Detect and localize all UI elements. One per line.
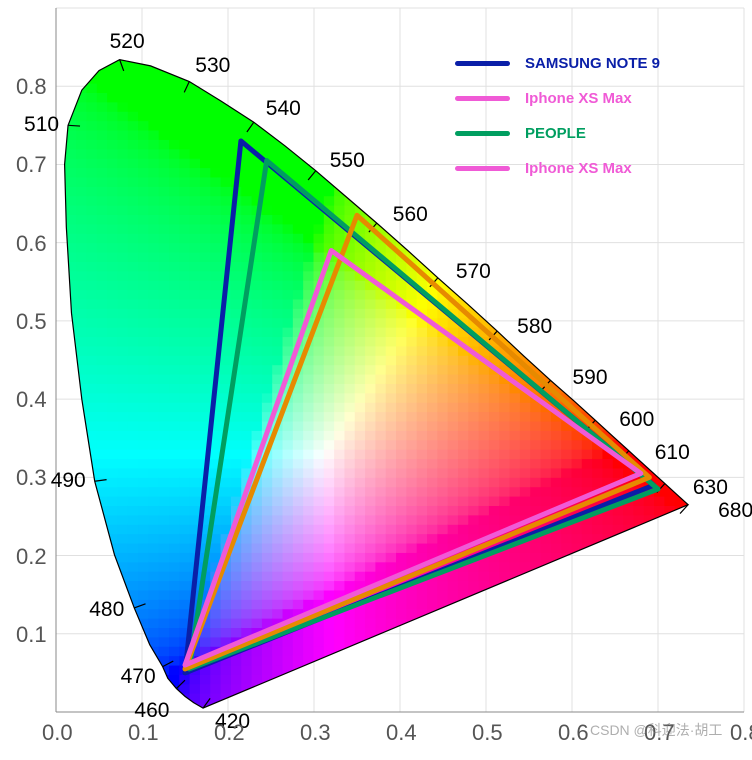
locus-label-470: 470 [121, 665, 156, 689]
locus-label-630: 630 [693, 476, 728, 500]
legend-label: Iphone XS Max [525, 90, 632, 107]
locus-label-590: 590 [573, 366, 608, 390]
y-tick-label: 0.7 [16, 152, 47, 178]
legend-swatch [455, 96, 510, 101]
legend-swatch [455, 131, 510, 136]
y-tick-label: 0.6 [16, 231, 47, 257]
locus-label-530: 530 [195, 54, 230, 78]
legend-item: Iphone XS Max [455, 90, 632, 107]
locus-label-540: 540 [266, 97, 301, 121]
locus-label-570: 570 [456, 260, 491, 284]
x-tick-label: 0.8 [730, 720, 752, 746]
legend-label: Iphone XS Max [525, 160, 632, 177]
locus-label-510: 510 [24, 113, 59, 137]
locus-label-610: 610 [655, 441, 690, 465]
legend-swatch [455, 166, 510, 171]
x-tick-label: 0.0 [42, 720, 73, 746]
x-tick-label: 0.5 [472, 720, 503, 746]
y-tick-label: 0.5 [16, 309, 47, 335]
locus-label-680: 680 [718, 499, 752, 523]
locus-label-490: 490 [51, 469, 86, 493]
chromaticity-chart: 4204604704804905105205305405505605705805… [0, 0, 752, 755]
y-tick-label: 0.8 [16, 74, 47, 100]
y-tick-label: 0.4 [16, 387, 47, 413]
legend-label: PEOPLE [525, 125, 586, 142]
locus-label-550: 550 [330, 149, 365, 173]
legend-item: Iphone XS Max [455, 160, 632, 177]
chart-svg [0, 0, 752, 755]
legend-label: SAMSUNG NOTE 9 [525, 55, 660, 72]
locus-label-560: 560 [393, 203, 428, 227]
y-tick-label: 0.2 [16, 544, 47, 570]
x-tick-label: 0.3 [300, 720, 331, 746]
locus-label-460: 460 [134, 699, 169, 723]
legend-item: SAMSUNG NOTE 9 [455, 55, 660, 72]
locus-label-600: 600 [619, 408, 654, 432]
x-tick-label: 0.6 [558, 720, 589, 746]
locus-label-520: 520 [110, 30, 145, 54]
locus-label-580: 580 [517, 315, 552, 339]
legend-swatch [455, 61, 510, 66]
legend-item: PEOPLE [455, 125, 586, 142]
x-tick-label: 0.2 [214, 720, 245, 746]
locus-label-480: 480 [89, 598, 124, 622]
watermark: CSDN @科迎法·胡工 [590, 720, 722, 740]
x-tick-label: 0.4 [386, 720, 417, 746]
y-tick-label: 0.1 [16, 622, 47, 648]
y-tick-label: 0.3 [16, 465, 47, 491]
x-tick-label: 0.1 [128, 720, 159, 746]
